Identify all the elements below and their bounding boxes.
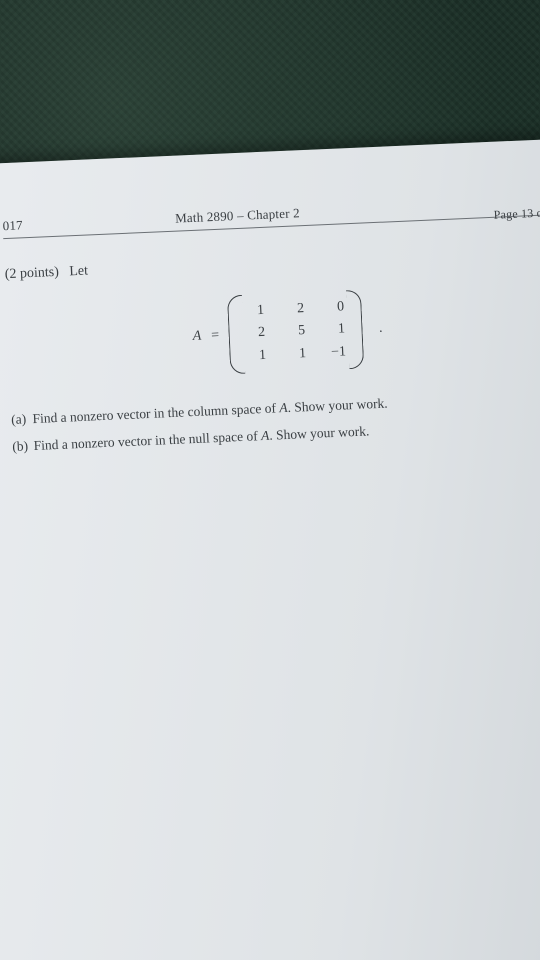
- m-3-1: 1: [248, 345, 267, 368]
- m-2-1: 2: [247, 322, 266, 345]
- m-1-2: 2: [286, 298, 305, 321]
- part-a-text-before: Find a nonzero vector in the column spac…: [32, 400, 279, 426]
- page-header: 017 Math 2890 – Chapter 2 Page 13 of 16: [2, 194, 540, 234]
- part-b-label: (b): [12, 436, 31, 458]
- exam-page: 017 Math 2890 – Chapter 2 Page 13 of 16 …: [0, 137, 540, 960]
- part-b-text-after: . Show your work.: [269, 424, 370, 443]
- m-1-3: 0: [326, 296, 345, 319]
- matrix-row-3: 1 1 −1: [248, 341, 347, 368]
- problem-heading: (2 points) Let: [4, 243, 540, 283]
- matrix-A: 1 2 0 2 5 1 1 1 −1: [227, 290, 364, 375]
- points-label: (2 points): [4, 265, 59, 282]
- header-left-code: 017: [2, 215, 73, 234]
- header-course-title: Math 2890 – Chapter 2: [72, 201, 402, 231]
- matrix-symbol: A: [192, 328, 201, 344]
- equation-period: .: [379, 320, 383, 336]
- let-label: Let: [69, 264, 88, 280]
- part-a-text-after: . Show your work.: [287, 396, 388, 415]
- header-page-label: Page 13 of 16: [402, 205, 540, 227]
- m-2-2: 5: [287, 321, 306, 344]
- m-3-3: −1: [328, 341, 347, 364]
- m-1-1: 1: [246, 300, 265, 323]
- m-3-2: 1: [288, 343, 307, 366]
- equals-sign: =: [211, 327, 220, 343]
- photo-background: 017 Math 2890 – Chapter 2 Page 13 of 16 …: [0, 0, 540, 960]
- part-a-label: (a): [11, 409, 30, 431]
- m-2-3: 1: [327, 319, 346, 342]
- part-b-text-before: Find a nonzero vector in the null space …: [33, 428, 261, 453]
- matrix-equation: A = 1 2 0 2 5 1 1 1: [6, 281, 540, 385]
